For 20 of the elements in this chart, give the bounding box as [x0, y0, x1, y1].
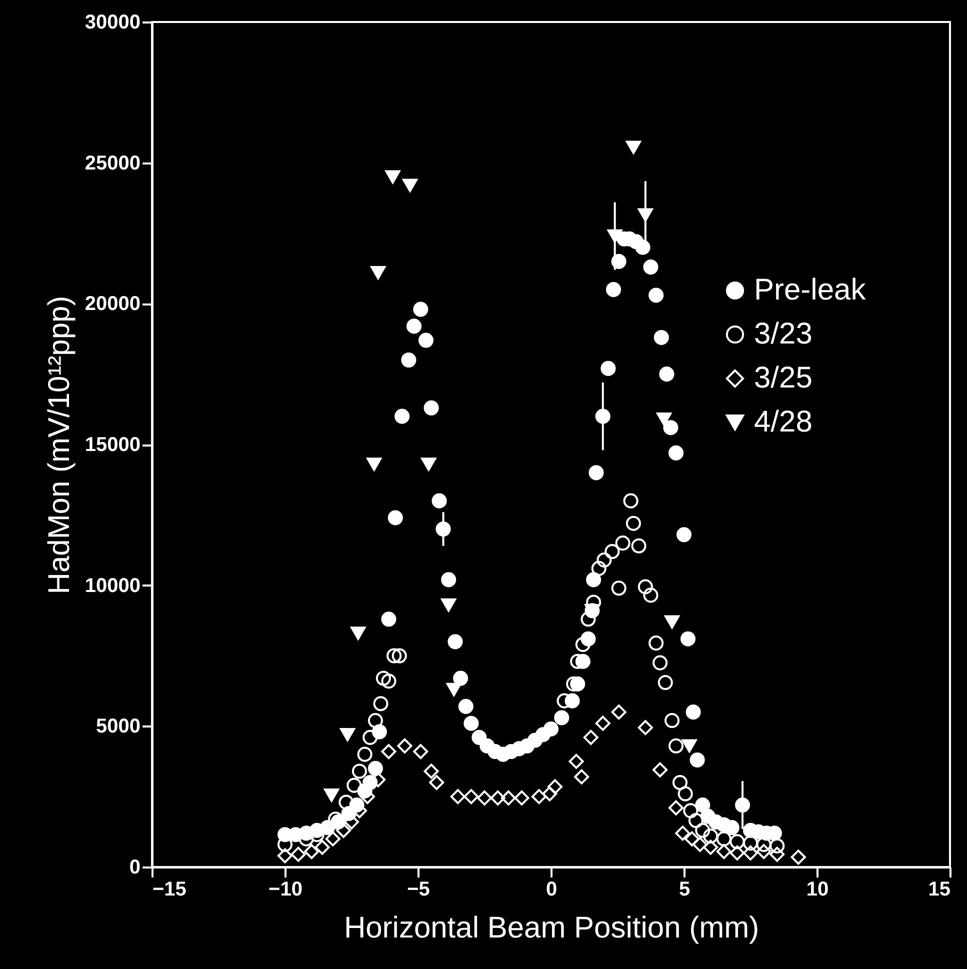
x-tick-label: 5 [678, 878, 690, 900]
y-tick-label: 30000 [84, 12, 140, 34]
legend-label: Pre-leak [754, 274, 867, 306]
y-axis-title: HadMon (mV/10¹²ppp) [42, 296, 76, 594]
legend-label: 4/28 [754, 406, 812, 438]
legend-label: 3/23 [754, 318, 812, 350]
x-tick-label: 10 [806, 878, 829, 900]
x-tick-label: −5 [407, 878, 430, 900]
x-axis-title: Horizontal Beam Position (mm) [344, 912, 760, 944]
y-tick-label: 10000 [84, 574, 140, 597]
x-tick-label: 15 [928, 878, 950, 900]
y-tick-label: 15000 [84, 434, 140, 456]
y-tick-label: 25000 [84, 152, 140, 174]
y-tick-label: 0 [129, 856, 140, 878]
y-tick-label: 5000 [96, 716, 140, 738]
y-tick-label: 20000 [84, 293, 140, 316]
x-tick-label: −10 [268, 878, 302, 900]
x-tick-label: −15 [152, 878, 186, 900]
legend-label: 3/25 [754, 362, 812, 394]
x-tick-label: 0 [546, 878, 558, 900]
